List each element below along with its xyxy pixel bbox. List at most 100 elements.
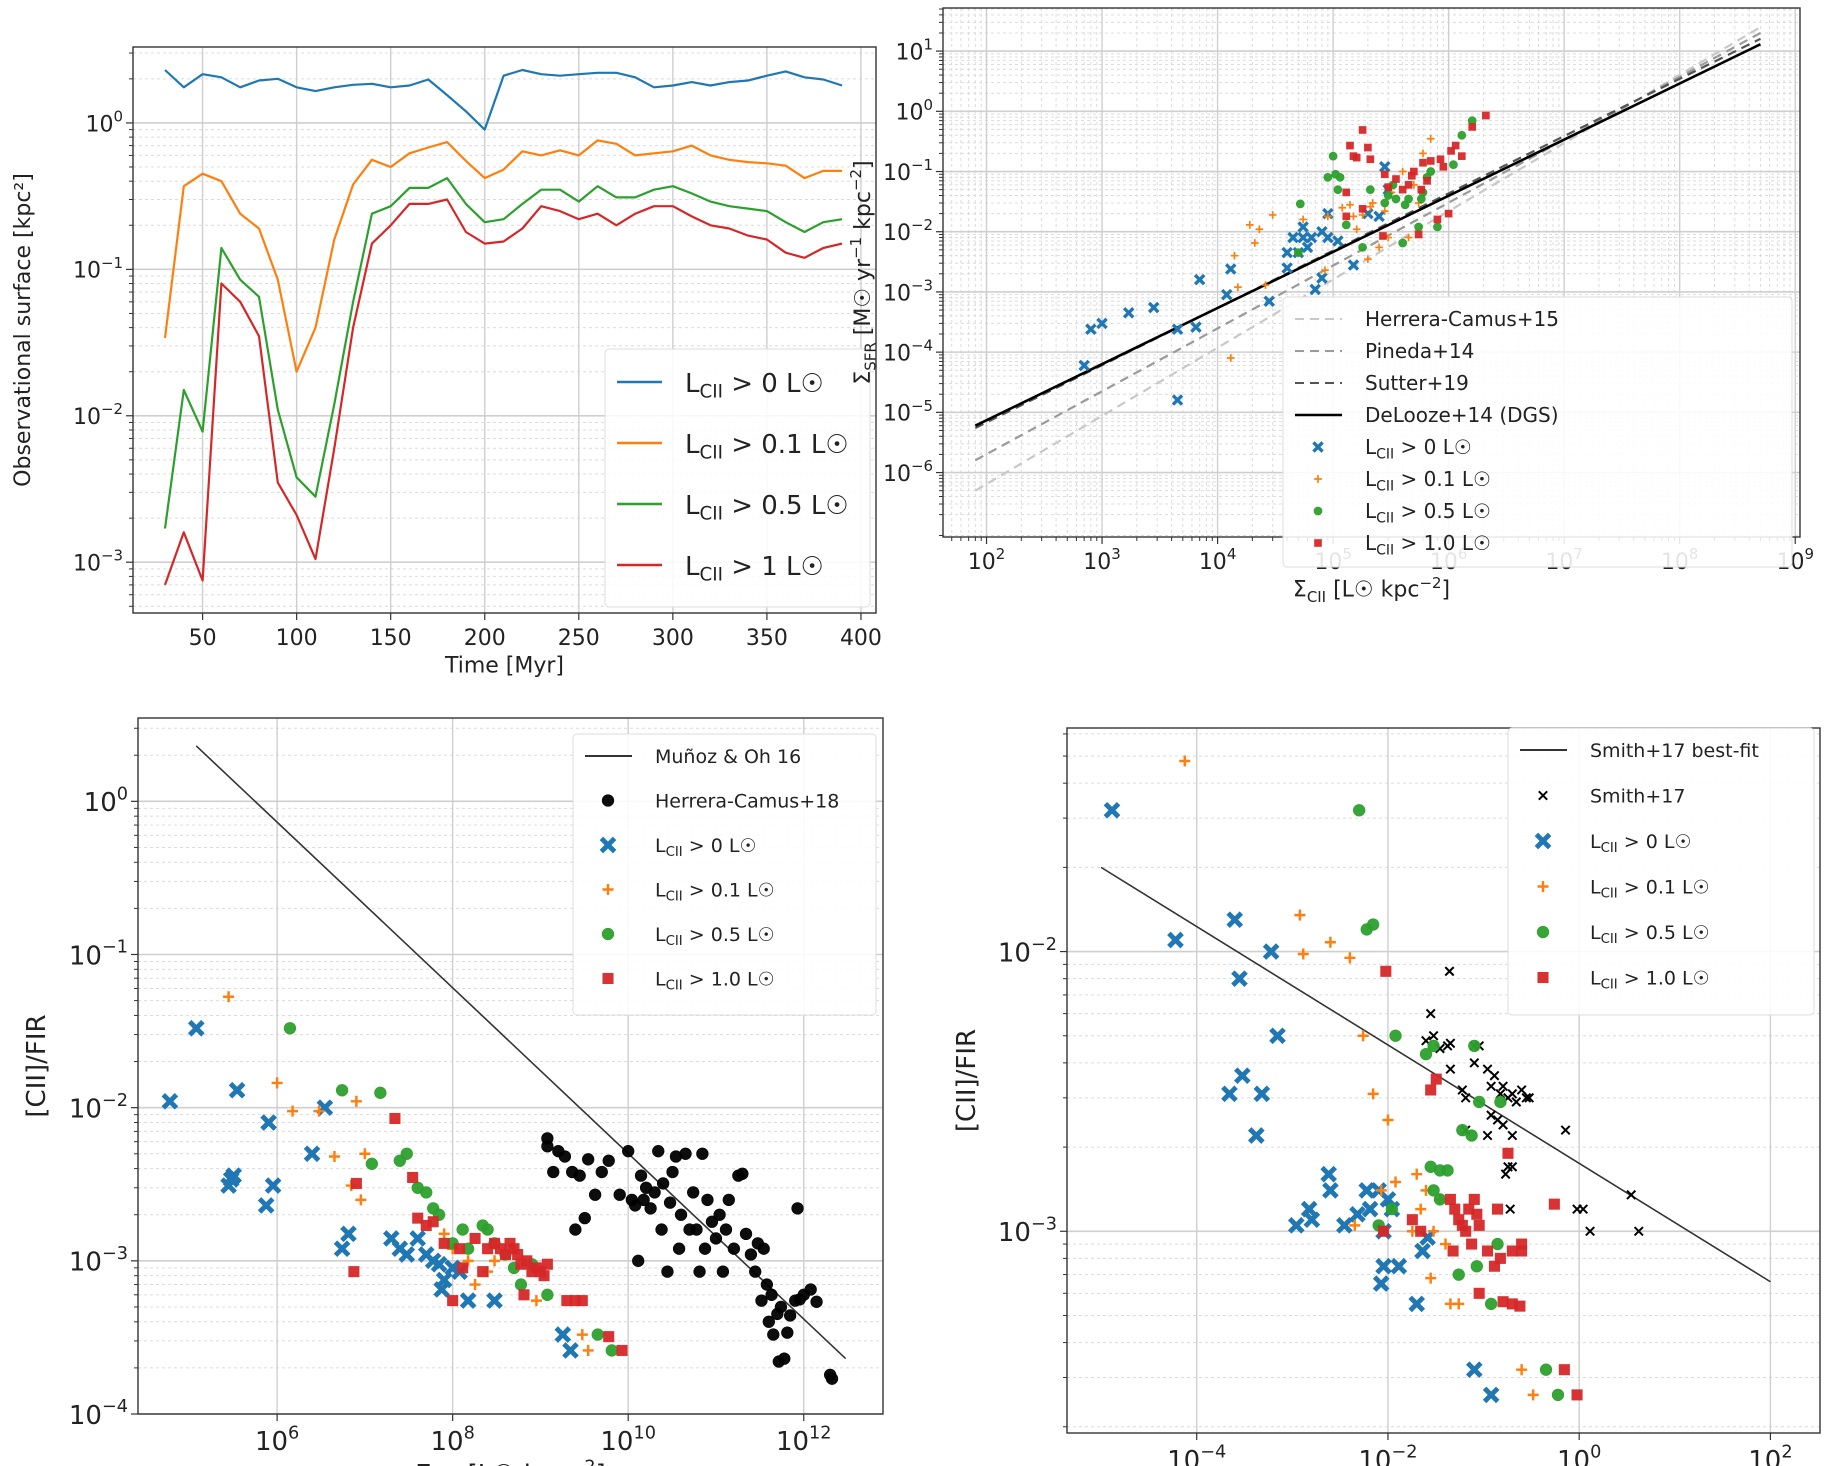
data-point xyxy=(223,991,235,1003)
data-point xyxy=(541,1288,554,1301)
legend-label: Sutter+19 xyxy=(1365,371,1469,395)
data-point xyxy=(1491,1237,1504,1251)
data-point xyxy=(1439,1238,1452,1250)
plot-area xyxy=(1100,755,1771,1404)
data-point xyxy=(1414,222,1423,232)
y-tick-label: 100 xyxy=(895,96,933,126)
data-point xyxy=(1322,1182,1339,1199)
data-point xyxy=(1234,1067,1251,1084)
data-point xyxy=(1445,1038,1456,1049)
data-point xyxy=(1171,323,1184,336)
data-point xyxy=(1426,157,1435,165)
data-point xyxy=(459,1292,477,1309)
data-point xyxy=(558,1150,572,1163)
data-point xyxy=(1468,1039,1481,1053)
data-point xyxy=(719,1223,733,1236)
data-point xyxy=(1366,155,1375,164)
data-point xyxy=(1473,1219,1485,1231)
data-point xyxy=(1433,1193,1447,1206)
data-point xyxy=(264,1177,282,1194)
data-point xyxy=(350,1177,362,1189)
data-point xyxy=(1379,1191,1397,1208)
data-point xyxy=(765,1288,778,1301)
data-point xyxy=(1378,1225,1390,1237)
data-point xyxy=(271,1077,283,1089)
data-point xyxy=(518,1289,530,1301)
data-point xyxy=(1364,143,1372,152)
data-point xyxy=(1253,1085,1271,1103)
data-point xyxy=(1488,1260,1500,1272)
data-point xyxy=(420,1220,432,1232)
legend-marker xyxy=(602,972,614,985)
data-point xyxy=(313,1105,325,1117)
data-point xyxy=(1347,259,1360,271)
data-point xyxy=(591,1328,604,1341)
data-point xyxy=(698,1242,712,1255)
data-point xyxy=(260,1114,277,1131)
data-point xyxy=(1297,231,1309,244)
legend-box xyxy=(1507,727,1815,1016)
data-point xyxy=(622,1145,635,1158)
data-point xyxy=(1349,1205,1366,1223)
data-point xyxy=(541,1140,554,1153)
legend-label: LCII > 1.0 L☉ xyxy=(1365,531,1491,558)
axes-frame xyxy=(132,46,877,614)
data-point xyxy=(1316,272,1328,284)
y-tick-label: 10−4 xyxy=(69,1397,128,1431)
data-point xyxy=(1226,354,1235,362)
data-point xyxy=(1261,281,1270,289)
data-point xyxy=(554,1326,572,1343)
data-point xyxy=(1558,1364,1570,1376)
data-point xyxy=(1297,221,1309,233)
data-point xyxy=(1245,221,1254,229)
data-point xyxy=(1456,1123,1469,1137)
data-point xyxy=(1428,1225,1440,1237)
legend-label: LCII > 1.0 L☉ xyxy=(655,969,775,994)
legend-label: Herrera-Camus+15 xyxy=(1365,307,1559,331)
data-point xyxy=(515,1258,527,1270)
data-point xyxy=(1516,1238,1528,1250)
data-point xyxy=(420,1186,433,1199)
data-point xyxy=(1226,911,1244,929)
data-point xyxy=(328,1150,340,1163)
legend-label: Pineda+14 xyxy=(1365,339,1474,363)
data-point xyxy=(1247,1127,1265,1144)
data-point xyxy=(1417,185,1426,194)
x-axis-label: Time [Myr] xyxy=(444,654,564,679)
data-point xyxy=(454,1243,466,1255)
data-point xyxy=(1096,317,1108,330)
data-point xyxy=(774,1300,788,1314)
data-point xyxy=(1220,288,1233,301)
data-point xyxy=(634,1169,648,1182)
y-tick-label: 10−3 xyxy=(883,276,933,306)
data-point xyxy=(810,1295,823,1308)
data-point xyxy=(1230,251,1239,260)
data-point xyxy=(1263,295,1275,308)
data-point xyxy=(1471,1208,1483,1220)
data-point xyxy=(767,1328,780,1341)
legend: LCII > 0 L☉ LCII > 0.1 L☉ LCII > 0.5 L☉ LCI… xyxy=(604,348,871,608)
data-point xyxy=(1626,1189,1637,1200)
data-point xyxy=(661,1265,674,1278)
legend-marker xyxy=(1538,790,1548,801)
data-point xyxy=(335,1084,349,1097)
legend-label: LCII > 0.5 L☉ xyxy=(1365,499,1491,526)
legend-box xyxy=(1282,296,1793,568)
data-point xyxy=(1234,283,1242,291)
legend-marker xyxy=(1536,925,1550,939)
data-point xyxy=(1361,1200,1379,1218)
legend-marker xyxy=(599,836,617,854)
data-point xyxy=(757,1242,770,1255)
data-point xyxy=(333,1240,351,1258)
y-tick-label: 10−1 xyxy=(883,156,933,186)
data-point xyxy=(1352,225,1361,234)
data-point xyxy=(430,1255,448,1273)
data-point xyxy=(1457,1085,1468,1095)
data-point xyxy=(1269,1027,1286,1045)
data-point xyxy=(1411,1168,1423,1180)
legend-label: LCII > 0 L☉ xyxy=(685,369,824,403)
plot-area xyxy=(163,68,843,586)
data-point xyxy=(389,1112,401,1125)
data-point xyxy=(1322,231,1334,244)
legend-marker xyxy=(1534,832,1552,850)
